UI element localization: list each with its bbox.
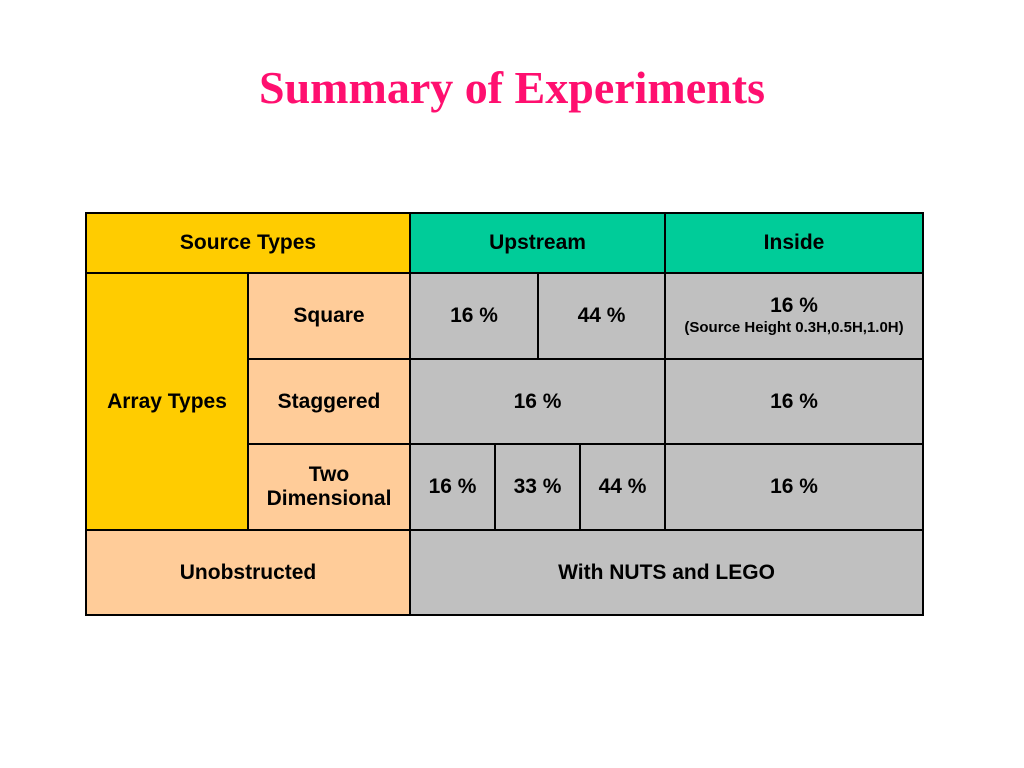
row-two-dimensional: Two Dimensional 16 % 33 % 44 % 16 %	[86, 443, 925, 531]
two-dimensional-upstream-value-3: 44 %	[579, 443, 667, 531]
header-inside: Inside	[664, 212, 925, 274]
two-dimensional-upstream-value-2: 33 %	[494, 443, 582, 531]
summary-table: Source Types Upstream Inside Array Types…	[84, 212, 925, 616]
two-dimensional-label-line1: Two	[308, 463, 350, 486]
two-dimensional-label-line2: Dimensional	[266, 487, 392, 510]
array-types-label: Array Types	[85, 272, 249, 531]
unobstructed-label: Unobstructed	[84, 529, 412, 616]
square-label: Square	[246, 272, 412, 360]
square-inside-value: 16 %	[770, 294, 818, 317]
header-source-types: Source Types	[84, 212, 412, 274]
slide-title: Summary of Experiments	[259, 62, 765, 113]
staggered-inside-value: 16 %	[664, 358, 925, 445]
two-dimensional-upstream-value-1: 16 %	[409, 443, 497, 531]
square-inside-note: (Source Height 0.3H,0.5H,1.0H)	[684, 319, 904, 336]
staggered-label: Staggered	[246, 358, 412, 445]
row-square: Array Types Square 16 % 44 % 16 % (Sourc…	[85, 272, 925, 531]
unobstructed-value: With NUTS and LEGO	[409, 529, 925, 616]
two-dimensional-label: Two Dimensional	[246, 443, 412, 531]
row-unobstructed: Unobstructed With NUTS and LEGO	[84, 529, 925, 616]
two-dimensional-inside-value: 16 %	[664, 443, 925, 531]
row-staggered: Staggered 16 % 16 %	[86, 358, 925, 445]
square-inside-cell: 16 % (Source Height 0.3H,0.5H,1.0H)	[664, 272, 925, 360]
staggered-upstream-value: 16 %	[409, 358, 667, 445]
header-upstream: Upstream	[409, 212, 667, 274]
square-upstream-value-2: 44 %	[537, 272, 667, 360]
square-upstream-value-1: 16 %	[409, 272, 540, 360]
header-row: Source Types Upstream Inside	[84, 212, 925, 274]
